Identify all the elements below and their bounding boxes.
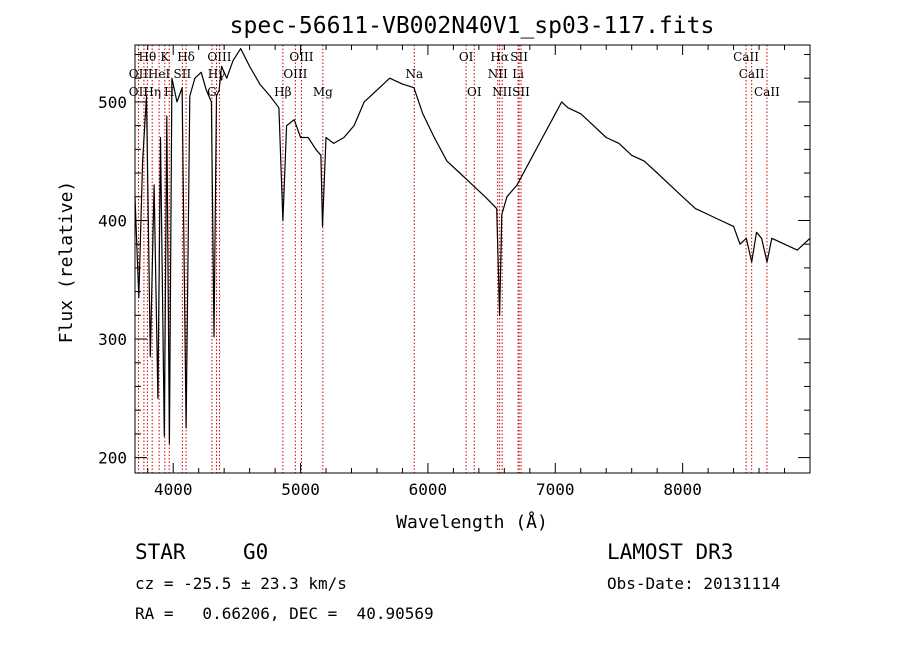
line-label: Mg <box>313 85 333 99</box>
line-label: SII <box>510 50 528 64</box>
line-label: OIII <box>289 50 313 64</box>
line-label: SII <box>512 85 530 99</box>
survey-name: LAMOST DR3 <box>607 540 734 564</box>
line-label: Na <box>405 67 423 81</box>
coordinates: RA = 0.66206, DEC = 40.90569 <box>135 604 434 623</box>
chart-title: spec-56611-VB002N40V1_sp03-117.fits <box>230 13 715 39</box>
object-class: STAR <box>135 540 186 564</box>
line-markers <box>137 45 768 473</box>
x-tick-label: 4000 <box>154 480 193 499</box>
x-tick-label: 5000 <box>281 480 320 499</box>
line-label: Hδ <box>177 50 195 64</box>
obs-date: Obs-Date: 20131114 <box>607 574 781 593</box>
line-label: NII <box>492 85 512 99</box>
line-label: OII <box>129 85 149 99</box>
line-label: OIII <box>283 67 307 81</box>
spectrum-series <box>134 47 811 444</box>
line-label: CaII <box>739 67 765 81</box>
redshift-text: cz = -25.5 ± 23.3 km/s <box>135 574 347 593</box>
line-label: OII <box>129 67 149 81</box>
line-label: Hθ <box>139 50 157 64</box>
spectrum-line <box>134 47 811 444</box>
line-label: OIII <box>207 50 231 64</box>
line-label: SII <box>174 67 192 81</box>
x-tick-label: 6000 <box>409 480 448 499</box>
y-axis-ticks: 200 300 400 500 <box>98 53 810 468</box>
line-label: OI <box>459 50 474 64</box>
x-tick-label: 8000 <box>663 480 702 499</box>
line-label: Hβ <box>274 85 291 99</box>
line-label: Hα <box>490 50 509 64</box>
line-label: K <box>160 50 170 64</box>
x-tick-label: 7000 <box>536 480 575 499</box>
plot-frame <box>134 44 811 474</box>
line-label: H <box>164 85 174 99</box>
line-label: CaII <box>733 50 759 64</box>
line-label: HeI <box>148 67 171 81</box>
y-tick-label: 200 <box>98 449 127 468</box>
y-tick-label: 400 <box>98 211 127 230</box>
y-tick-label: 500 <box>98 93 127 112</box>
y-axis-label: Flux (relative) <box>56 181 77 344</box>
x-axis-label: Wavelength (Å) <box>396 511 548 533</box>
spectral-subclass: G0 <box>243 540 269 564</box>
line-label: Li <box>512 67 524 81</box>
x-axis-ticks: 4000 5000 6000 7000 8000 <box>147 45 786 499</box>
line-label: OI <box>467 85 482 99</box>
line-label: NII <box>488 67 508 81</box>
line-label: CaII <box>754 85 780 99</box>
line-label: G <box>207 85 217 99</box>
y-tick-label: 300 <box>98 330 127 349</box>
line-label: Hη <box>143 85 161 99</box>
